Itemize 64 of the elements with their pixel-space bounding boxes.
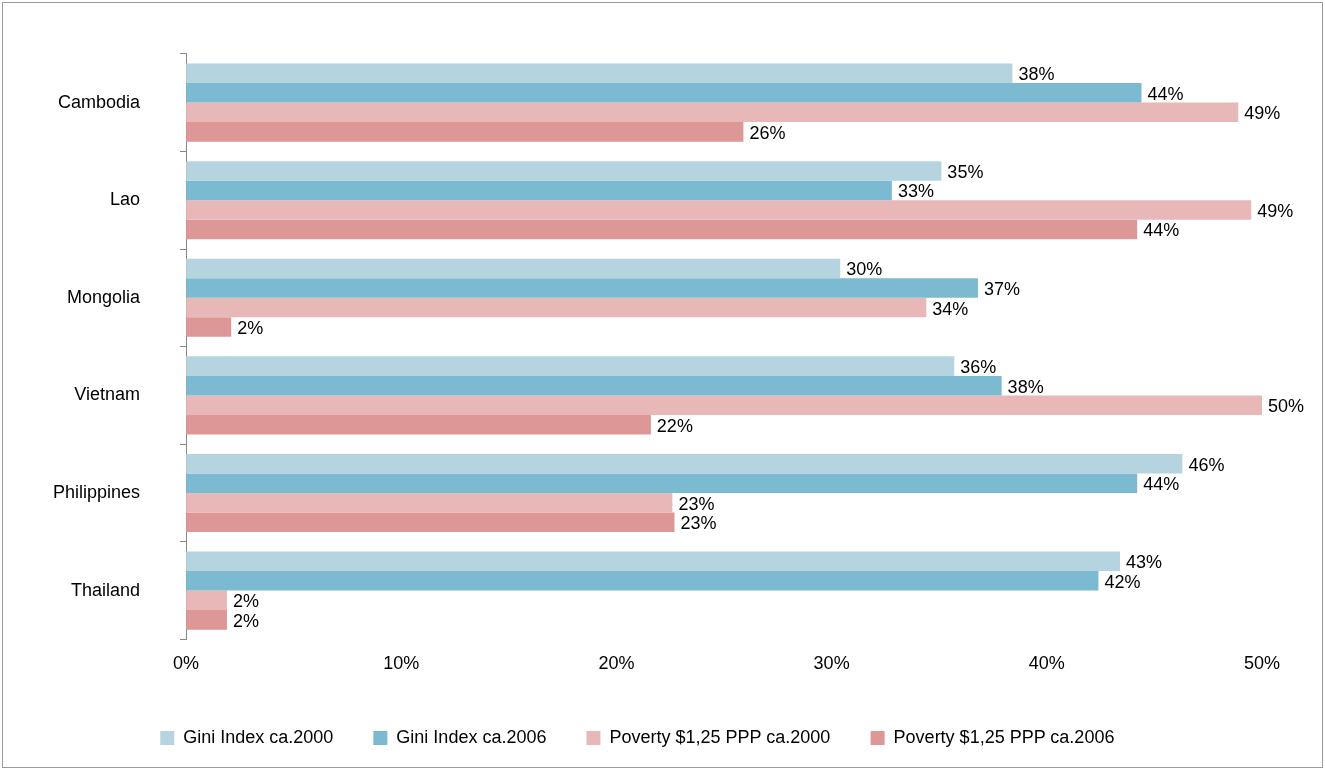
- data-label: 35%: [947, 161, 984, 182]
- data-label: 36%: [960, 357, 997, 378]
- bar: [186, 180, 892, 201]
- bar: [186, 278, 978, 298]
- bar: [186, 258, 841, 279]
- legend-label: Gini Index ca.2006: [396, 726, 547, 747]
- bar: [186, 551, 1120, 572]
- y-tick-label: Thailand: [71, 579, 141, 600]
- bar: [186, 356, 955, 376]
- legend-label: Poverty $1,25 PPP ca.2006: [893, 726, 1115, 747]
- x-tick-label: 10%: [383, 653, 420, 674]
- data-label: 49%: [1257, 200, 1294, 221]
- bar: [186, 375, 1002, 396]
- data-label: 33%: [897, 181, 934, 202]
- y-tick-label: Vietnam: [74, 384, 141, 405]
- bar: [186, 102, 1239, 123]
- bar: [186, 414, 651, 435]
- data-label: 49%: [1244, 103, 1281, 124]
- data-label: 34%: [932, 298, 969, 319]
- bar: [186, 610, 227, 630]
- legend-label: Poverty $1,25 PPP ca.2000: [609, 726, 831, 747]
- data-label: 2%: [232, 610, 259, 631]
- x-tick-label: 20%: [598, 653, 635, 674]
- data-label: 23%: [678, 493, 715, 514]
- bar: [186, 590, 227, 611]
- y-tick-label: Lao: [110, 189, 141, 210]
- data-label: 38%: [1007, 376, 1044, 397]
- bar: [186, 473, 1138, 493]
- y-tick-label: Mongolia: [67, 286, 142, 307]
- data-label: 44%: [1143, 474, 1180, 495]
- bar: [186, 122, 744, 142]
- x-tick-label: 40%: [1028, 653, 1065, 674]
- bar: [186, 493, 673, 513]
- data-label: 26%: [749, 122, 786, 143]
- bar: [186, 571, 1099, 591]
- y-tick-label: Cambodia: [58, 91, 142, 112]
- data-label: 2%: [237, 318, 264, 339]
- bar: [186, 395, 1262, 415]
- bar: [186, 317, 232, 337]
- data-label: 30%: [846, 259, 883, 280]
- bar: [186, 297, 927, 318]
- data-label: 37%: [983, 279, 1020, 300]
- data-label: 44%: [1147, 83, 1184, 104]
- x-tick-label: 30%: [813, 653, 850, 674]
- data-label: 43%: [1125, 552, 1163, 573]
- data-label: 44%: [1143, 220, 1180, 241]
- bar: [186, 453, 1183, 474]
- bar: [186, 161, 942, 181]
- data-label: 2%: [232, 591, 259, 612]
- data-label: 22%: [656, 415, 693, 436]
- data-label: 38%: [1018, 64, 1055, 85]
- data-label: 50%: [1268, 396, 1305, 417]
- legend-label: Gini Index ca.2000: [183, 726, 334, 747]
- y-tick-label: Philippines: [52, 481, 141, 502]
- x-tick-label: 50%: [1243, 653, 1281, 674]
- x-tick-label: 0%: [173, 653, 200, 674]
- bar: [186, 219, 1138, 240]
- bar: [186, 63, 1013, 84]
- data-label: 42%: [1104, 571, 1141, 592]
- bar: [186, 200, 1252, 220]
- data-label: 46%: [1188, 454, 1225, 475]
- data-label: 23%: [680, 513, 717, 534]
- bar: [186, 83, 1142, 103]
- bar: [186, 512, 675, 533]
